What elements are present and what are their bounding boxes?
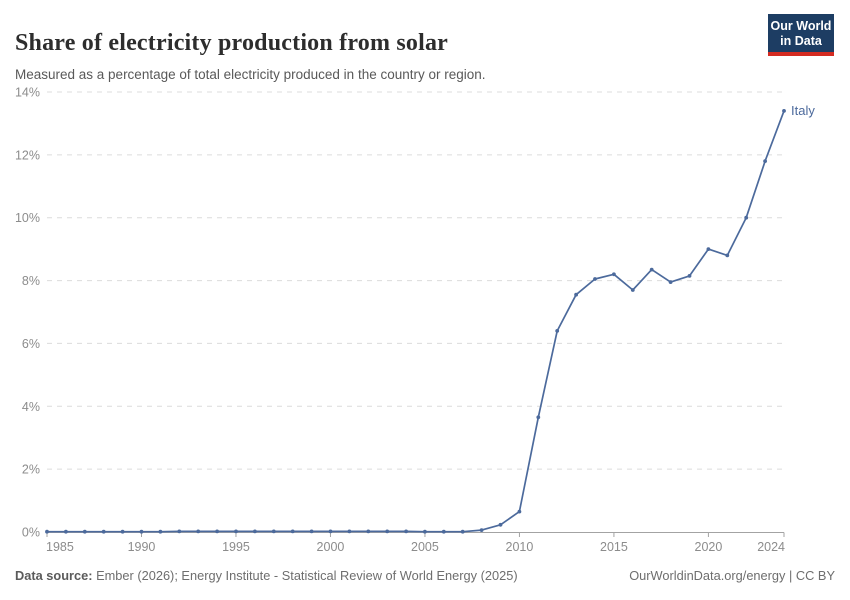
data-point-italy-1985[interactable] bbox=[45, 529, 49, 534]
data-source-note: Data source: Ember (2026); Energy Instit… bbox=[15, 568, 518, 583]
data-point-italy-2004[interactable] bbox=[404, 529, 408, 534]
y-tick-label-0: 0% bbox=[22, 526, 40, 540]
x-tick-label-1985: 1985 bbox=[46, 540, 74, 554]
data-point-italy-2015[interactable] bbox=[612, 272, 616, 277]
data-source-label: Data source: bbox=[15, 568, 93, 583]
data-point-italy-2024[interactable] bbox=[782, 109, 786, 113]
data-point-italy-1996[interactable] bbox=[253, 529, 257, 534]
data-point-italy-2016[interactable] bbox=[630, 288, 635, 292]
data-point-italy-2001[interactable] bbox=[347, 529, 352, 534]
chart-subtitle: Measured as a percentage of total electr… bbox=[15, 66, 486, 82]
data-point-italy-1988[interactable] bbox=[101, 529, 106, 534]
data-point-italy-2007[interactable] bbox=[460, 529, 465, 534]
data-point-italy-1989[interactable] bbox=[120, 529, 125, 534]
data-point-italy-2013[interactable] bbox=[574, 292, 578, 297]
y-tick-label-4: 4% bbox=[22, 400, 40, 414]
data-source-text: Ember (2026); Energy Institute - Statist… bbox=[92, 568, 518, 583]
data-point-italy-2005[interactable] bbox=[423, 529, 427, 534]
data-point-italy-1990[interactable] bbox=[139, 529, 144, 534]
x-tick-label-2005: 2005 bbox=[411, 540, 439, 554]
x-tick-label-2000: 2000 bbox=[317, 540, 345, 554]
series-label-italy[interactable]: Italy bbox=[791, 103, 815, 118]
data-point-italy-2014[interactable] bbox=[593, 277, 597, 281]
page-title: Share of electricity production from sol… bbox=[15, 30, 448, 57]
x-tick-label-1995: 1995 bbox=[222, 540, 250, 554]
chart-footer: Data source: Ember (2026); Energy Instit… bbox=[15, 568, 835, 583]
y-tick-label-8: 8% bbox=[22, 274, 40, 288]
y-tick-label-2: 2% bbox=[22, 463, 40, 477]
owid-logo-line2: in Data bbox=[780, 33, 822, 48]
data-point-italy-1994[interactable] bbox=[215, 529, 220, 534]
data-point-italy-2017[interactable] bbox=[649, 267, 654, 272]
y-tick-label-10: 10% bbox=[15, 211, 40, 225]
credit-link[interactable]: OurWorldinData.org/energy | CC BY bbox=[629, 568, 835, 583]
x-tick-label-2015: 2015 bbox=[600, 540, 628, 554]
owid-logo-line1: Our World bbox=[770, 19, 832, 33]
data-point-italy-1986[interactable] bbox=[64, 529, 68, 534]
series-line-italy[interactable] bbox=[47, 110, 785, 533]
data-point-italy-2021[interactable] bbox=[725, 253, 730, 258]
data-point-italy-2003[interactable] bbox=[385, 529, 390, 534]
data-point-italy-2023[interactable] bbox=[763, 159, 767, 164]
data-point-italy-2011[interactable] bbox=[536, 415, 541, 420]
data-point-italy-2008[interactable] bbox=[479, 528, 484, 532]
data-point-italy-2012[interactable] bbox=[555, 329, 560, 333]
x-tick-label-2020: 2020 bbox=[695, 540, 723, 554]
data-point-italy-1993[interactable] bbox=[196, 529, 201, 534]
data-point-italy-2000[interactable] bbox=[328, 529, 333, 534]
data-point-italy-1987[interactable] bbox=[82, 529, 87, 534]
data-point-italy-2002[interactable] bbox=[366, 529, 371, 534]
data-point-italy-2009[interactable] bbox=[498, 522, 503, 527]
data-point-italy-2018[interactable] bbox=[668, 280, 673, 284]
data-point-italy-1991[interactable] bbox=[158, 529, 163, 534]
x-tick-label-1990: 1990 bbox=[128, 540, 156, 554]
data-point-italy-1992[interactable] bbox=[177, 529, 182, 534]
x-tick-label-2024: 2024 bbox=[757, 540, 785, 554]
owid-logo[interactable]: Our World in Data bbox=[768, 14, 834, 56]
data-point-italy-1999[interactable] bbox=[309, 529, 314, 534]
y-tick-label-14: 14% bbox=[15, 86, 40, 100]
data-point-italy-1998[interactable] bbox=[290, 529, 295, 534]
data-point-italy-1997[interactable] bbox=[271, 529, 276, 534]
data-point-italy-2022[interactable] bbox=[744, 215, 749, 220]
data-point-italy-2006[interactable] bbox=[441, 529, 446, 534]
data-point-italy-2020[interactable] bbox=[706, 247, 711, 252]
data-point-italy-2019[interactable] bbox=[687, 274, 692, 278]
y-tick-label-6: 6% bbox=[22, 337, 40, 351]
data-point-italy-1995[interactable] bbox=[234, 529, 238, 534]
x-tick-label-2010: 2010 bbox=[506, 540, 534, 554]
data-point-italy-2010[interactable] bbox=[517, 509, 522, 514]
y-tick-label-12: 12% bbox=[15, 148, 40, 162]
